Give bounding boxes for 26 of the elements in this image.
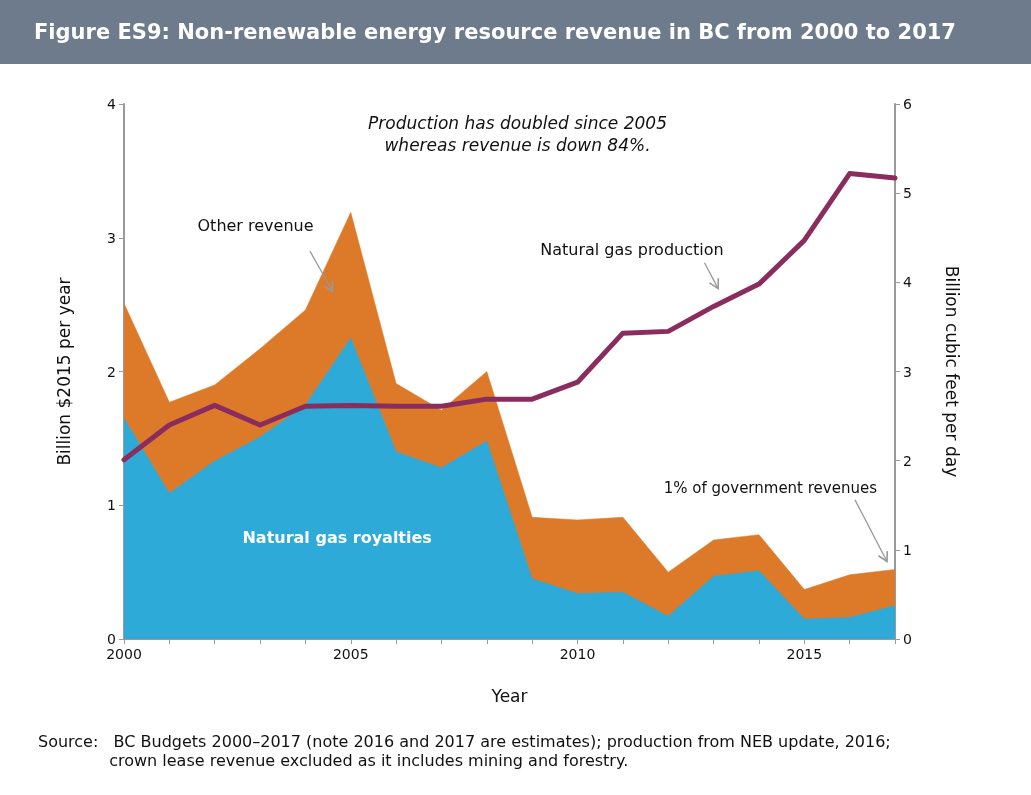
chart-title: Figure ES9: Non-renewable energy resource revenue in BC from 2000 to 2017 — [0, 0, 1031, 64]
series-label: Other revenue — [197, 216, 314, 236]
y2-tick-label: 6 — [903, 96, 912, 112]
y2-axis-title: Billion cubic feet per day — [941, 265, 962, 478]
y2-tick-label: 5 — [903, 185, 912, 202]
y-tick-label: 1 — [107, 497, 116, 514]
y-tick-label: 3 — [107, 229, 116, 246]
y-axis-title: Billion $2015 per year — [53, 277, 74, 466]
x-tick-label: 2015 — [786, 646, 823, 662]
x-tick-label: 2010 — [559, 646, 596, 662]
y-tick-label: 2 — [107, 363, 116, 380]
text: Natural gas production — [540, 239, 724, 259]
y-tick-label: 4 — [107, 96, 117, 112]
y2-tick-label: 3 — [903, 363, 912, 380]
annotation: 1% of government revenues — [663, 478, 878, 497]
x-tick-label: 2000 — [106, 646, 142, 662]
y-tick-label: 0 — [107, 631, 116, 647]
x-axis-title: Year — [490, 685, 528, 706]
y2-tick-label: 2 — [903, 452, 912, 469]
y2-tick-label: 0 — [903, 631, 912, 647]
y2-tick-label: 4 — [903, 274, 912, 291]
annotation: Production has doubled since 2005 whereas revenue is down 84%. — [368, 113, 667, 155]
series-label: Natural gas royalties — [242, 527, 432, 547]
y2-tick-label: 1 — [903, 541, 912, 558]
x-tick-label: 2005 — [332, 646, 369, 662]
source-note: Source: BC Budgets 2000–2017 (note 2016 and 2017 are estimates); production from NEB update, 2016; crown lease revenue excluded as it includes mining and forestry. — [37, 732, 892, 770]
